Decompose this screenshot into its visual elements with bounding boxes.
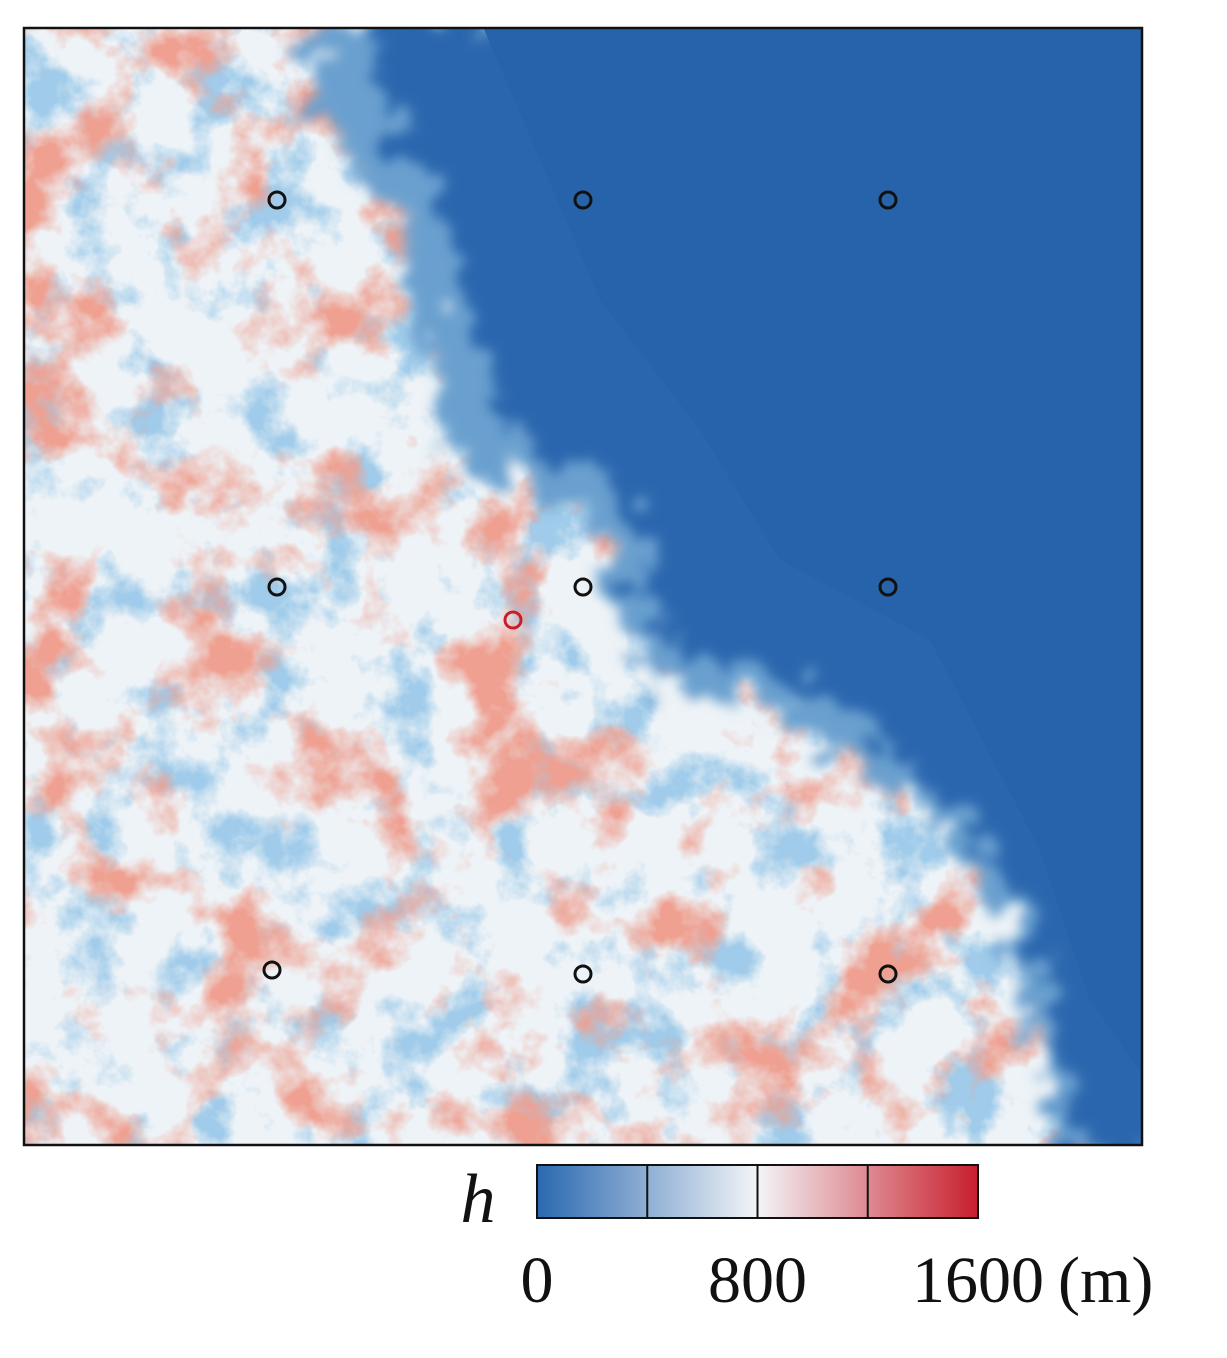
station <box>267 577 287 597</box>
colorbar-tick-label: 0 <box>521 1244 554 1317</box>
station <box>878 577 898 597</box>
colorbar-tick-label: 800 <box>708 1244 807 1317</box>
station <box>262 960 282 980</box>
colorbar: 0 800 1600 (m) <box>521 1164 1153 1317</box>
target-station <box>503 610 523 630</box>
map-frame <box>22 26 1144 1147</box>
station <box>267 190 287 210</box>
station <box>878 964 898 984</box>
colorbar-tick-label: 1600 <box>912 1244 1044 1317</box>
station <box>573 964 593 984</box>
station <box>878 190 898 210</box>
station-markers <box>262 190 898 984</box>
terrain <box>24 28 1142 1145</box>
station <box>573 190 593 210</box>
colorbar-label: h <box>461 1161 496 1238</box>
colorbar-unit: (m) <box>1058 1244 1153 1317</box>
station <box>573 577 593 597</box>
